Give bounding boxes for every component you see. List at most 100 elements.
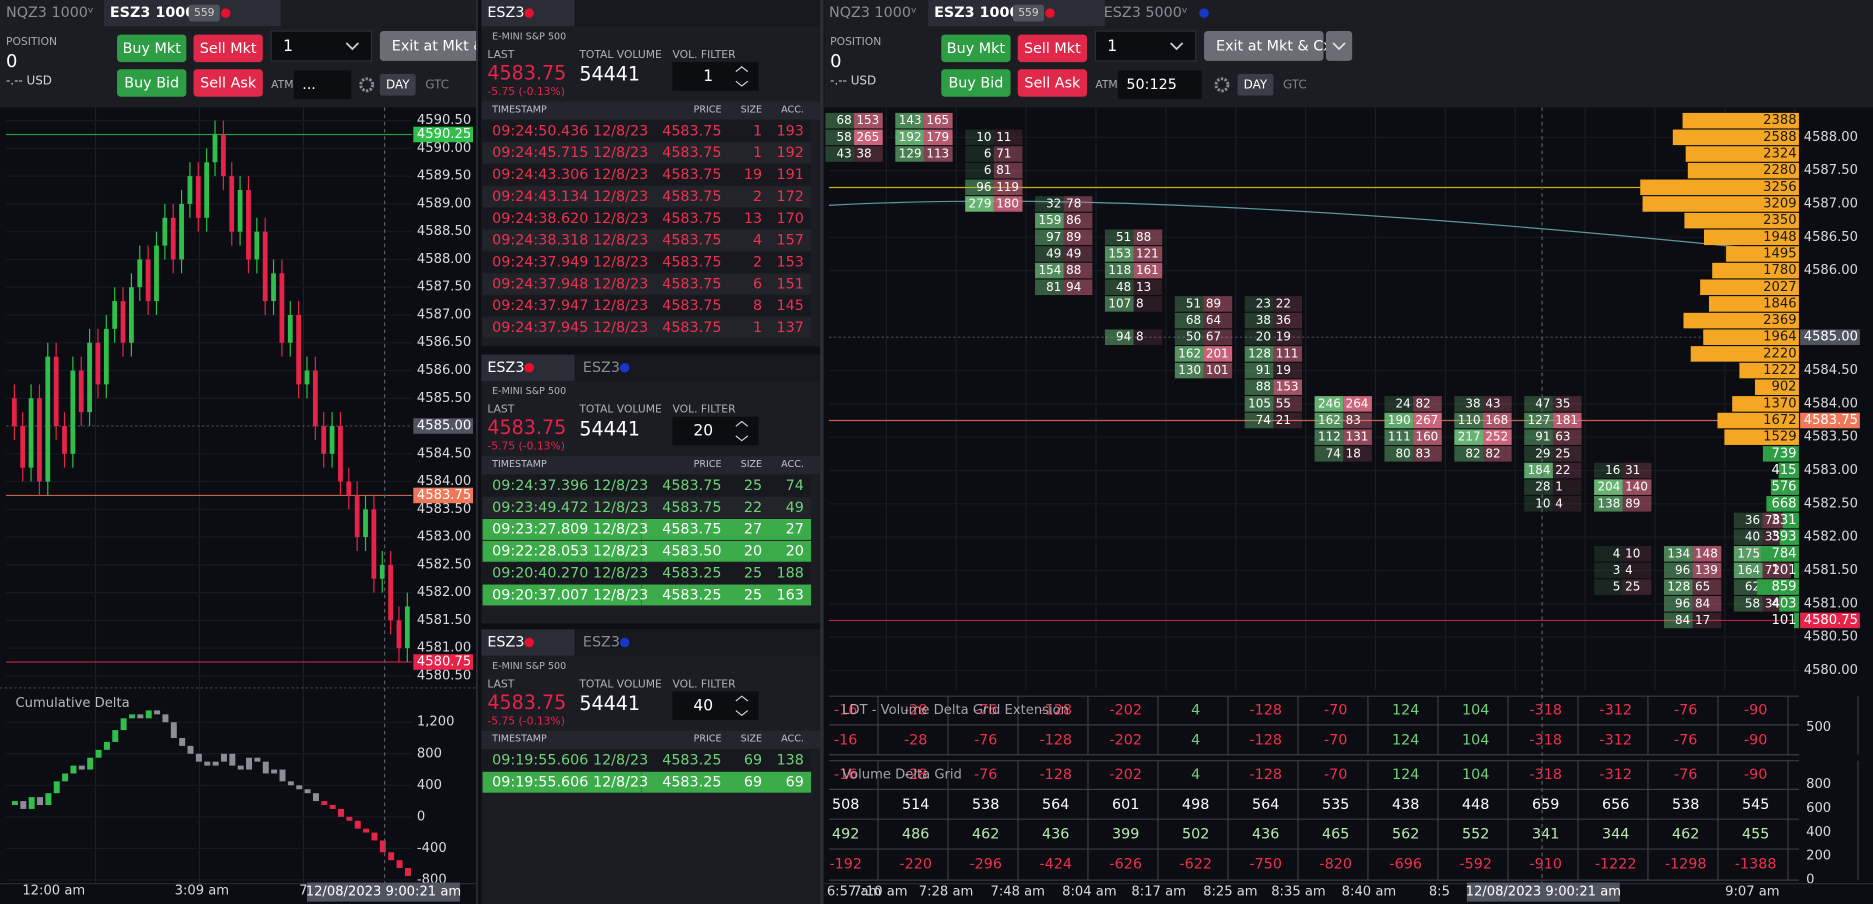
grid-cell: -202 — [1109, 703, 1142, 719]
bid-cell — [1174, 362, 1204, 379]
exit-button[interactable] — [1204, 31, 1324, 61]
candle-body — [246, 190, 251, 260]
tab-label[interactable]: ESZ3 — [487, 5, 524, 21]
y-tick-label: 4588.00 — [417, 252, 471, 267]
y-tick-label: 4589.50 — [417, 169, 471, 184]
bid-volume: 51 — [1186, 296, 1201, 310]
tab-label[interactable]: ESZ3 1000ᵛ — [110, 5, 203, 21]
delta-bar — [95, 749, 102, 758]
button-bg[interactable] — [193, 34, 263, 63]
ask-cell — [1273, 296, 1303, 312]
bid-cell — [1524, 429, 1553, 445]
tab-label[interactable]: ESZ3 1000ᵛ — [934, 5, 1027, 21]
button-label[interactable]: Buy Mkt — [123, 41, 182, 57]
button-bg[interactable] — [193, 69, 263, 97]
ask-cell — [1063, 262, 1093, 279]
atm-box[interactable] — [293, 70, 352, 100]
bid-cell — [1244, 296, 1274, 312]
bid-volume: 138 — [1598, 496, 1621, 510]
bid-volume: 43 — [836, 146, 851, 160]
acc: 192 — [777, 145, 804, 161]
exit-label[interactable]: Exit at Mkt & C — [392, 39, 499, 55]
day-box[interactable] — [1237, 74, 1274, 96]
bid-volume: 190 — [1388, 413, 1411, 427]
button-bg[interactable] — [1017, 34, 1088, 63]
last-label: LAST — [487, 677, 514, 690]
tab-label[interactable]: ESZ3 — [487, 360, 524, 376]
filter-box[interactable] — [672, 416, 759, 446]
ask-cell — [1273, 346, 1303, 362]
y-tick-label: 4582.50 — [1804, 496, 1858, 511]
exit-label[interactable]: Exit at Mkt & Cxl — [1216, 39, 1336, 55]
button-bg[interactable] — [117, 69, 187, 97]
bid-cell — [965, 196, 994, 212]
tab-label[interactable]: NQZ3 1000ᵛ — [829, 5, 917, 21]
total-volume: 54441 — [579, 692, 640, 715]
button-label[interactable]: Sell Ask — [200, 76, 257, 92]
bid-volume: 68 — [836, 113, 851, 127]
bid-volume: 96 — [976, 180, 991, 194]
button-label[interactable]: Sell Mkt — [200, 41, 257, 57]
delta-bar — [11, 801, 18, 806]
candle-body — [220, 134, 226, 177]
bid-cell — [1104, 329, 1134, 346]
grid-cell: -318 — [1529, 703, 1562, 719]
ask-volume: 8 — [1136, 296, 1144, 310]
last-price: 4583.75 — [487, 416, 566, 439]
filter-box[interactable] — [672, 691, 759, 721]
button-label[interactable]: Buy Bid — [948, 76, 1003, 92]
exit-button[interactable] — [379, 31, 499, 61]
button-bg[interactable] — [941, 69, 1011, 97]
column-header: PRICE — [694, 734, 722, 745]
grid-cell: -76 — [1674, 767, 1697, 783]
bid-cell — [1594, 496, 1623, 512]
grid-cell: 656 — [1602, 797, 1629, 813]
button-bg[interactable] — [117, 34, 187, 63]
ask-cell — [1343, 412, 1372, 429]
spinner — [735, 66, 749, 87]
grid-cell: 124 — [1392, 767, 1419, 783]
grid-cell: 564 — [1252, 797, 1279, 813]
grid-cell: -296 — [969, 857, 1002, 873]
button-label[interactable]: Buy Bid — [124, 76, 179, 92]
footprint-column: 32 78 159 86 97 89 49 49 154 88 81 94 — [1035, 196, 1093, 296]
tab-label[interactable]: ESZ3 — [487, 634, 524, 650]
tab-label[interactable]: NQZ3 1000ᵛ — [6, 5, 94, 21]
button-bg[interactable] — [1017, 69, 1088, 97]
grid-cell: -1298 — [1665, 857, 1707, 873]
atm-box[interactable] — [1118, 70, 1202, 100]
candle-body — [87, 342, 92, 413]
button-bg[interactable] — [941, 34, 1011, 63]
y-tick-label: 4586.00 — [1804, 263, 1858, 278]
profile-label: 393 — [1771, 530, 1796, 545]
size: 4 — [753, 233, 762, 249]
day-box[interactable] — [379, 74, 416, 96]
ask-volume: 153 — [856, 113, 879, 127]
delta-bar — [371, 832, 378, 841]
bid-cell — [1524, 462, 1553, 479]
ask-volume: 84 — [1695, 596, 1710, 610]
grid-cell: -128 — [1249, 767, 1282, 783]
exit-dropdown — [1325, 31, 1353, 61]
footprint-column: 23 22 38 36 20 19 128 111 91 19 88 153 105 55 74 21 — [1244, 296, 1303, 429]
tab-label[interactable]: ESZ3 — [583, 360, 620, 376]
candle-body — [212, 134, 218, 163]
tab-label[interactable]: ESZ3 — [583, 634, 620, 650]
ask-volume: 63 — [1555, 430, 1570, 444]
grid-cell: -592 — [1459, 857, 1492, 873]
ask-volume: 88 — [1136, 230, 1151, 244]
timestamp: 09:19:55.606 12/8/23 — [492, 775, 648, 791]
acc: 191 — [777, 167, 804, 183]
bid-volume: 6 — [984, 163, 992, 177]
filter-box[interactable] — [672, 62, 759, 91]
y-tick-label: 4581.50 — [1804, 563, 1858, 578]
button-label[interactable]: Buy Mkt — [947, 41, 1006, 57]
tab-label[interactable]: ESZ3 5000ᵛ — [1104, 5, 1188, 21]
bid-volume: 62 — [1745, 580, 1760, 594]
grid-axis-label: 0 — [1806, 873, 1814, 888]
candle-body — [229, 176, 235, 232]
ask-cell — [1622, 562, 1652, 579]
status-dot — [524, 8, 534, 18]
button-label[interactable]: Sell Mkt — [1024, 41, 1081, 57]
button-label[interactable]: Sell Ask — [1024, 76, 1081, 92]
